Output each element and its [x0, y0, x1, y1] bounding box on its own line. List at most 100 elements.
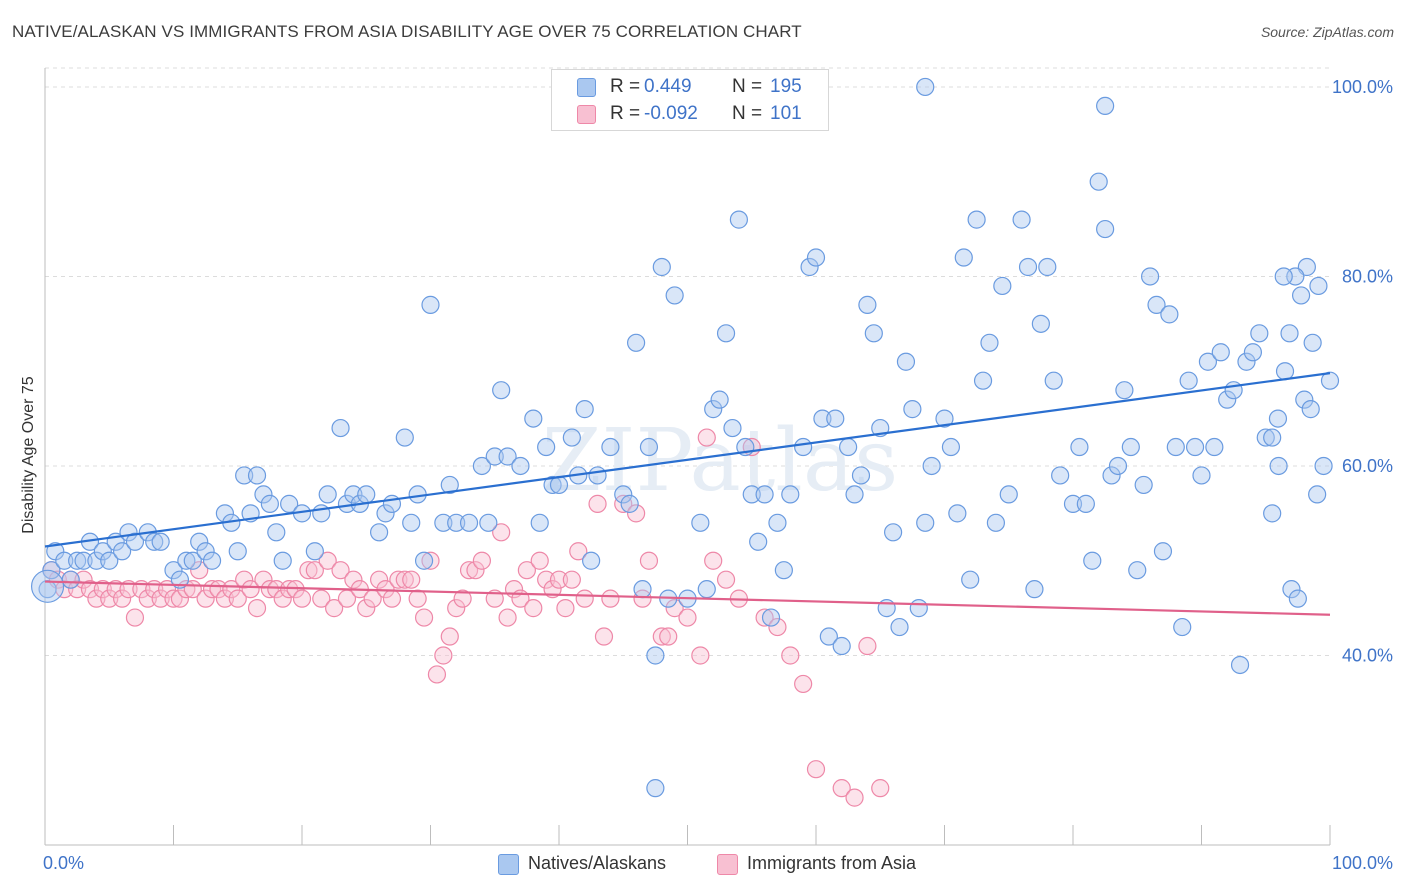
data-point [100, 589, 119, 608]
data-point [260, 494, 279, 513]
data-point [614, 494, 633, 513]
legend-swatch-natives [577, 78, 596, 97]
legend-r-value: 0.449 [644, 76, 692, 97]
data-point [781, 646, 800, 665]
data-point [1063, 494, 1083, 513]
watermark: ZIPatlas [542, 411, 898, 511]
data-point [1282, 580, 1301, 599]
data-point [639, 551, 659, 570]
data-point [1314, 456, 1333, 476]
data-point [588, 466, 607, 485]
data-point [890, 617, 909, 637]
data-point [697, 580, 716, 599]
data-point [485, 447, 504, 466]
bottom-legend-swatch-asia [717, 854, 738, 875]
data-point [710, 390, 729, 409]
data-point [961, 570, 980, 589]
data-point [1274, 267, 1293, 286]
data-point [190, 532, 209, 551]
legend-row-asia: R = -0.092 N = 101 [552, 101, 828, 127]
data-point [1256, 428, 1275, 447]
data-point [1173, 617, 1192, 637]
data-point [1083, 551, 1102, 570]
data-point [537, 570, 556, 589]
data-point [74, 551, 93, 570]
data-point [370, 523, 389, 542]
data-point [228, 589, 247, 608]
data-point [498, 608, 517, 627]
data-point [1320, 371, 1340, 390]
legend-r-label: R = [610, 103, 641, 124]
data-point [646, 779, 665, 798]
data-point [781, 485, 800, 504]
data-point [440, 475, 459, 495]
data-point [1243, 343, 1263, 362]
legend-n-label: N = [732, 76, 763, 97]
data-point [652, 627, 671, 646]
data-point [1205, 437, 1224, 457]
legend-n-value: 101 [770, 103, 802, 124]
y-tick-label: 40.0% [1342, 645, 1393, 665]
data-point [395, 428, 414, 447]
data-point [845, 788, 864, 807]
data-point [479, 513, 498, 532]
data-point [1025, 580, 1044, 599]
legend-row-natives: R = 0.449 N = 195 [552, 74, 828, 100]
data-point [768, 513, 787, 532]
data-point [222, 580, 241, 599]
data-point [704, 400, 723, 419]
data-point [112, 542, 132, 561]
data-point [472, 551, 491, 570]
data-point [716, 570, 736, 589]
data-point [1038, 257, 1057, 277]
data-point [896, 352, 916, 371]
data-point [267, 580, 286, 599]
data-point [87, 551, 106, 570]
data-point [138, 589, 157, 608]
bottom-legend-label-asia: Immigrants from Asia [747, 853, 917, 873]
data-point [1076, 494, 1095, 513]
data-point [832, 636, 851, 656]
data-point [1051, 466, 1070, 485]
data-point [1309, 276, 1328, 296]
data-point [145, 532, 164, 551]
data-point [325, 599, 344, 618]
data-point [569, 542, 588, 561]
data-point [973, 371, 993, 390]
data-point [691, 646, 710, 665]
data-point [626, 333, 646, 352]
data-point [582, 551, 601, 570]
data-point [312, 589, 331, 608]
data-point [941, 437, 961, 457]
data-point [235, 466, 254, 485]
data-point [190, 561, 209, 580]
data-point [1179, 371, 1198, 390]
data-point [466, 561, 485, 580]
data-point [331, 561, 350, 580]
data-point [408, 589, 427, 608]
data-point [235, 570, 254, 589]
data-point [665, 599, 684, 618]
data-point [318, 485, 337, 504]
data-point [305, 542, 324, 561]
data-point [389, 570, 408, 589]
series-natives-alaskans [30, 77, 1340, 798]
data-point [1275, 362, 1295, 381]
data-point [691, 513, 710, 532]
chart-source: Source: ZipAtlas.com [1260, 24, 1394, 40]
data-point [549, 570, 569, 589]
data-point [1096, 96, 1115, 116]
data-point [1115, 381, 1134, 400]
data-point [646, 646, 665, 665]
data-point [916, 77, 935, 97]
data-point [556, 599, 575, 618]
series-immigrants-from-asia [42, 428, 890, 807]
data-point [1128, 561, 1147, 580]
data-point [729, 210, 749, 229]
data-point [530, 551, 549, 570]
data-point [723, 418, 742, 438]
data-point [1018, 257, 1038, 277]
data-point [1147, 295, 1166, 314]
data-point [254, 485, 273, 504]
data-point [1096, 219, 1115, 239]
